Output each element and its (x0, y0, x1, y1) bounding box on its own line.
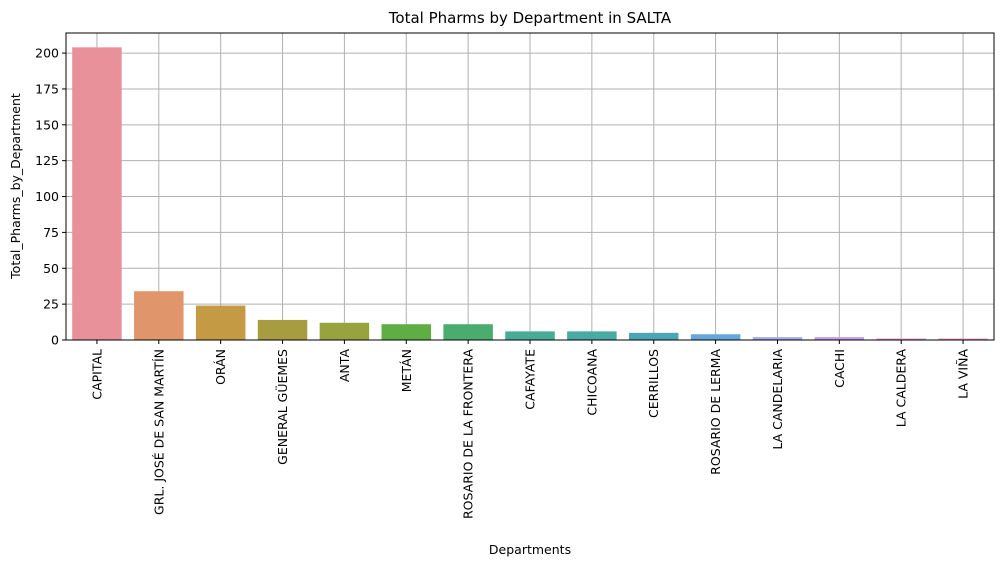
bar (814, 337, 865, 340)
bar (876, 338, 926, 340)
bar (690, 334, 741, 340)
y-tick-label: 125 (35, 153, 59, 168)
x-tick-label: ROSARIO DE LERMA (708, 349, 723, 475)
y-tick-label: 100 (35, 189, 59, 204)
x-axis: CAPITAL GRL. JOSÉ DE SAN MARTÍN ORÁN GENERA… (89, 340, 971, 519)
x-tick-label: ORÁN (213, 349, 228, 385)
bar (72, 47, 122, 340)
bar (938, 338, 988, 340)
y-axis-label: Total_Pharms_by_Department (8, 93, 23, 280)
grid (66, 33, 994, 341)
y-tick-label: 50 (43, 261, 59, 276)
x-tick-label: ROSARIO DE LA FRONTERA (461, 349, 476, 519)
y-tick-label: 0 (51, 333, 59, 348)
bar (443, 324, 493, 340)
bar (195, 305, 246, 340)
bar (752, 337, 803, 340)
chart-title: Total Pharms by Department in SALTA (388, 9, 672, 27)
bar (567, 331, 617, 340)
x-tick-label: CAFAYATE (523, 349, 538, 410)
y-tick-label: 150 (35, 117, 59, 132)
y-tick-label: 75 (43, 225, 59, 240)
bar (319, 322, 370, 340)
y-tick-label: 25 (43, 297, 59, 312)
x-tick-label: LA CANDELARIA (770, 349, 785, 450)
x-tick-label: GRL. JOSÉ DE SAN MARTÍN (151, 349, 166, 515)
x-tick-label: CERRILLOS (646, 349, 661, 418)
x-tick-label: LA CALDERA (894, 349, 909, 428)
x-tick-label: CHICOANA (584, 349, 599, 416)
x-tick-label: ANTA (337, 349, 352, 383)
bar (134, 291, 184, 340)
x-tick-label: GENERAL GÜEMES (274, 349, 290, 465)
bar (381, 324, 432, 340)
y-tick-label: 175 (35, 81, 59, 96)
x-tick-label: CAPITAL (89, 349, 104, 400)
x-axis-label: Departments (489, 542, 571, 557)
y-tick-label: 200 (35, 46, 59, 61)
x-tick-label: LA VIÑA (956, 349, 971, 399)
bar (505, 331, 555, 340)
bar (628, 332, 679, 340)
bar (257, 319, 308, 340)
y-axis: 0 25 50 75 100 125 150 175 200 (35, 46, 66, 348)
bars (72, 47, 988, 340)
x-tick-label: CACHI (832, 349, 847, 388)
x-tick-label: METÁN (399, 349, 414, 392)
